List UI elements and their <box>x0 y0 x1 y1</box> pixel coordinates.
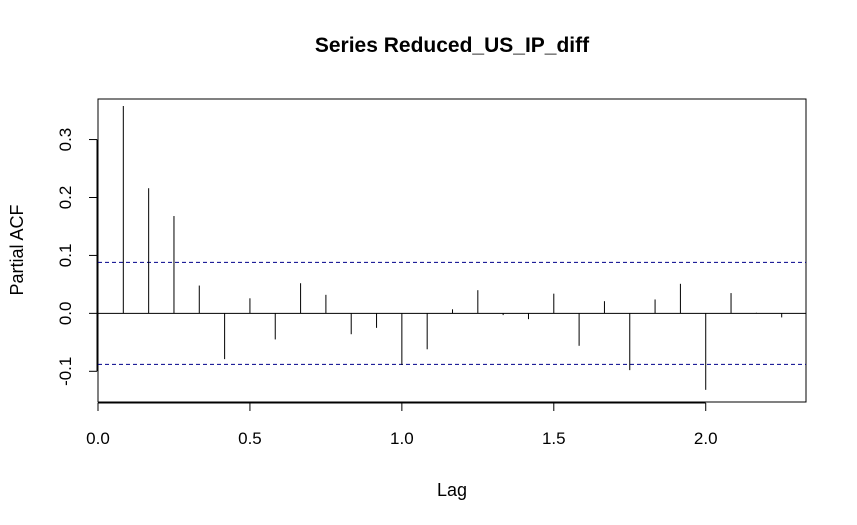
chart-title: Series Reduced_US_IP_diff <box>315 34 590 57</box>
y-tick-label: 0.1 <box>56 244 75 268</box>
x-tick-label: 1.0 <box>390 429 414 448</box>
pacf-bars <box>122 105 783 390</box>
x-tick-label: 0.0 <box>86 429 110 448</box>
y-tick-label: 0.3 <box>56 128 75 152</box>
y-axis: -0.1 0.0 0.1 0.2 0.3 <box>56 128 98 386</box>
x-axis-label: Lag <box>437 480 467 500</box>
x-axis: 0.0 0.5 1.0 1.5 2.0 <box>86 402 718 448</box>
x-tick-label: 2.0 <box>694 429 718 448</box>
confidence-bounds <box>98 261 806 365</box>
x-tick-label: 1.5 <box>542 429 566 448</box>
y-tick-label: 0.2 <box>56 186 75 210</box>
x-tick-label: 0.5 <box>238 429 262 448</box>
y-tick-label: 0.0 <box>56 302 75 326</box>
plot-frame <box>97 98 807 403</box>
y-tick-label: -0.1 <box>56 357 75 386</box>
y-axis-label: Partial ACF <box>7 204 27 295</box>
